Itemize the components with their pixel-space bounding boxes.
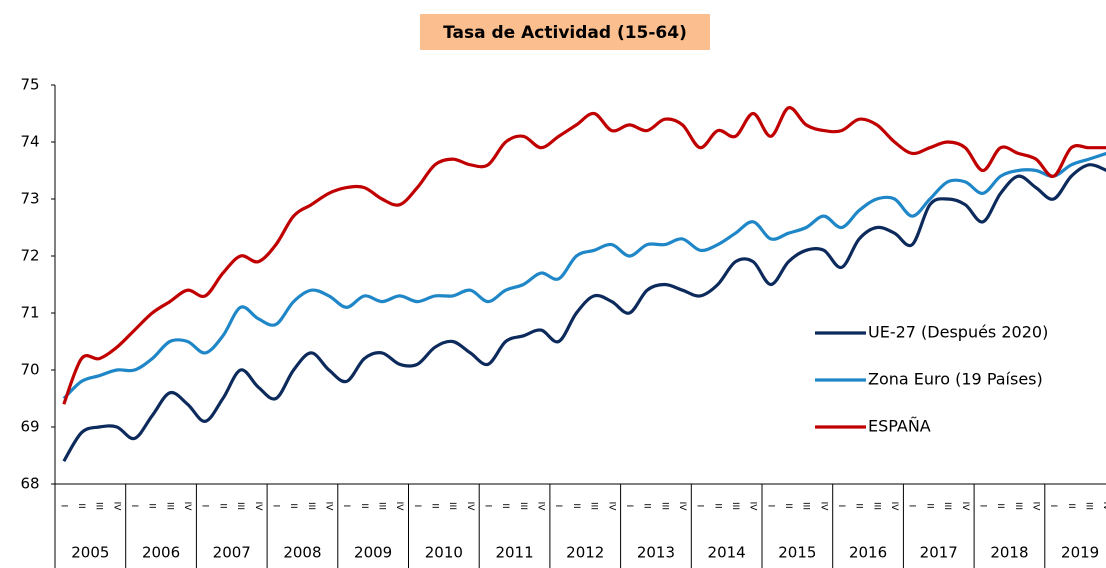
y-tick-label: 75 xyxy=(20,76,39,94)
x-tick-label: IV xyxy=(606,502,616,512)
y-tick-label: 69 xyxy=(20,418,39,436)
year-label: 2007 xyxy=(213,544,251,562)
x-tick-label: I xyxy=(977,505,987,508)
x-tick-label: IV xyxy=(323,502,333,512)
x-tick-label: III xyxy=(942,502,952,510)
x-tick-label: IV xyxy=(253,502,263,512)
x-tick-label: III xyxy=(447,502,457,510)
legend-label: ESPAÑA xyxy=(868,417,931,436)
x-tick-label: I xyxy=(412,505,422,508)
x-tick-label: IV xyxy=(748,502,758,512)
year-label: 2014 xyxy=(708,544,746,562)
x-tick-label: II xyxy=(783,503,793,508)
x-tick-label: IV xyxy=(536,502,546,512)
x-tick-label: II xyxy=(288,503,298,508)
line xyxy=(62,151,1106,400)
year-label: 2018 xyxy=(990,544,1028,562)
y-tick-label: 70 xyxy=(20,361,39,379)
x-tick-label: II xyxy=(217,503,227,508)
x-tick-label: I xyxy=(624,505,634,508)
x-tick-label: III xyxy=(871,502,881,510)
y-tick-label: 72 xyxy=(20,247,39,265)
year-label: 2008 xyxy=(283,544,321,562)
y-tick-label: 73 xyxy=(20,190,39,208)
x-tick-label: II xyxy=(1066,503,1076,508)
x-tick-label: I xyxy=(200,505,210,508)
x-tick-label: IV xyxy=(960,502,970,512)
year-label: 2016 xyxy=(849,544,887,562)
x-tick-label: III xyxy=(1013,502,1023,510)
year-label: 2006 xyxy=(142,544,180,562)
year-label: 2019 xyxy=(1061,544,1099,562)
x-tick-label: II xyxy=(924,503,934,508)
x-tick-label: IV xyxy=(465,502,475,512)
x-tick-label: III xyxy=(518,502,528,510)
x-tick-label: III xyxy=(801,502,811,510)
year-label: 2009 xyxy=(354,544,392,562)
x-tick-label: II xyxy=(642,503,652,508)
x-tick-label: IV xyxy=(1030,502,1040,512)
x-tick-label: III xyxy=(306,502,316,510)
x-tick-label: I xyxy=(270,505,280,508)
x-tick-label: III xyxy=(376,502,386,510)
year-label: 2010 xyxy=(425,544,463,562)
year-label: 2015 xyxy=(778,544,816,562)
x-tick-label: I xyxy=(695,505,705,508)
year-label: 2011 xyxy=(495,544,533,562)
x-tick-label: IV xyxy=(818,502,828,512)
x-tick-label: II xyxy=(500,503,510,508)
line xyxy=(62,106,1106,405)
x-tick-label: III xyxy=(659,502,669,510)
chart-title: Tasa de Actividad (15-64) xyxy=(443,23,687,43)
year-label: 2005 xyxy=(71,544,109,562)
x-tick-label: II xyxy=(854,503,864,508)
x-tick-label: I xyxy=(58,505,68,508)
year-label: 2017 xyxy=(920,544,958,562)
x-tick-label: IV xyxy=(677,502,687,512)
x-tick-label: I xyxy=(1048,505,1058,508)
x-tick-label: I xyxy=(765,505,775,508)
x-tick-label: III xyxy=(1083,502,1093,510)
title-box xyxy=(420,14,710,50)
y-tick-label: 68 xyxy=(20,475,39,493)
x-tick-label: I xyxy=(836,505,846,508)
x-tick-label: III xyxy=(94,502,104,510)
year-label: 2013 xyxy=(637,544,675,562)
x-tick-label: III xyxy=(589,502,599,510)
x-tick-label: III xyxy=(235,502,245,510)
x-tick-label: I xyxy=(341,505,351,508)
y-tick-label: 71 xyxy=(20,304,39,322)
x-tick-label: I xyxy=(553,505,563,508)
x-tick-label: IV xyxy=(889,502,899,512)
x-tick-label: II xyxy=(712,503,722,508)
x-tick-label: III xyxy=(730,502,740,510)
x-tick-label: I xyxy=(907,505,917,508)
x-tick-label: II xyxy=(359,503,369,508)
x-tick-label: IV xyxy=(394,502,404,512)
x-tick-label: II xyxy=(147,503,157,508)
x-tick-label: II xyxy=(995,503,1005,508)
x-tick-label: II xyxy=(76,503,86,508)
x-tick-label: III xyxy=(164,502,174,510)
x-tick-label: IV xyxy=(182,502,192,512)
year-label: 2012 xyxy=(566,544,604,562)
x-tick-label: IV xyxy=(111,502,121,512)
legend-label: Zona Euro (19 Países) xyxy=(868,370,1043,389)
x-tick-label: II xyxy=(430,503,440,508)
x-tick-label: II xyxy=(571,503,581,508)
x-tick-label: I xyxy=(483,505,493,508)
line xyxy=(62,163,1106,463)
legend-label: UE-27 (Después 2020) xyxy=(868,323,1048,342)
y-tick-label: 74 xyxy=(20,133,39,151)
x-tick-label: IV xyxy=(1101,502,1106,512)
x-tick-label: I xyxy=(129,505,139,508)
